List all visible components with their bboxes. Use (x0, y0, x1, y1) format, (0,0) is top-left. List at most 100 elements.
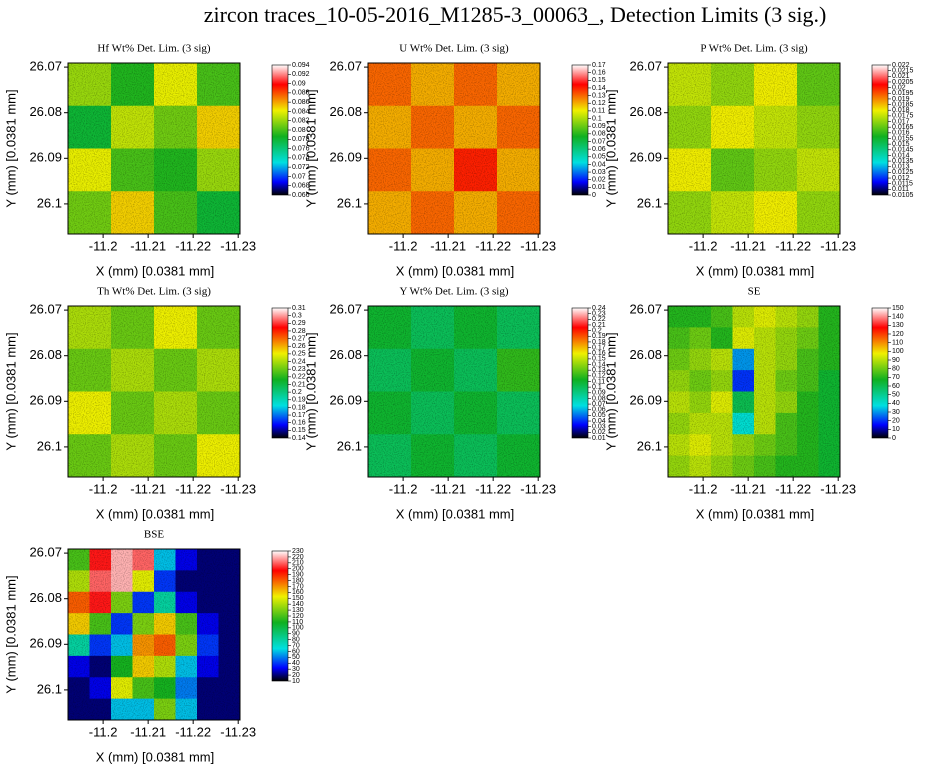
colorbar-tick-label: 50 (892, 392, 900, 399)
colorbar-tick-label: 0.18 (292, 404, 306, 411)
colorbar-tick-label: 0.04 (592, 418, 606, 425)
colorbar-tick-label: 0.01 (592, 435, 606, 442)
colorbar-tick-label: 0.23 (592, 310, 606, 317)
x-tick-label: -11.2 (389, 238, 418, 253)
y-tick-label: 26.1 (37, 681, 62, 696)
colorbar-tick-label: 120 (892, 331, 904, 338)
x-axis-label: X (mm) [0.0381 mm] (396, 263, 514, 278)
colorbar-tick-label: 0.07 (592, 138, 606, 145)
colorbar-tick-label: 0.24 (592, 305, 606, 312)
colorbar-tick-label: 0.27 (292, 335, 306, 342)
colorbar-tick-label: 10 (892, 426, 900, 433)
colorbar-tick-label: 0.15 (592, 356, 606, 363)
x-axis-label: X (mm) [0.0381 mm] (696, 506, 814, 521)
y-tick-label: 26.08 (329, 104, 362, 119)
colorbar-tick-label: 170 (292, 583, 304, 590)
colorbar-tick-label: 0.09 (592, 123, 606, 130)
x-axis-label: X (mm) [0.0381 mm] (96, 749, 214, 764)
colorbar-tick-label: 0.017 (892, 118, 910, 125)
x-tick-label: -11.21 (430, 238, 466, 253)
colorbar-tick-label: 190 (292, 571, 304, 578)
colorbar-tick-label: 60 (892, 383, 900, 390)
x-tick-label: -11.23 (820, 481, 856, 496)
panel: P Wt% Det. Lim. (3 sig) -11.2 -11.21 -11.22… (603, 43, 913, 279)
x-tick-label: -11.2 (89, 481, 118, 496)
x-tick-label: -11.2 (89, 238, 118, 253)
colorbar-tick-label: 100 (892, 348, 904, 355)
colorbar-tick-label: 80 (892, 366, 900, 373)
colorbar-tick-label: 0.0115 (892, 181, 913, 188)
y-tick-label: 26.07 (629, 59, 662, 74)
colorbar-tick-label: 0.022 (892, 62, 910, 69)
colorbar-tick-label: 0.28 (292, 328, 306, 335)
colorbar-tick-label: 0.0195 (892, 90, 914, 97)
colorbar-tick-label: 0.2 (292, 389, 302, 396)
colorbar-tick-label: 0.04 (592, 161, 606, 168)
colorbar-tick-label: 0.086 (292, 99, 310, 106)
colorbar-tick-label: 100 (292, 625, 304, 632)
colorbar-tick-label: 0.16 (592, 69, 606, 76)
panel-title: U Wt% Det. Lim. (3 sig) (399, 43, 509, 55)
colorbar-tick-label: 0.0175 (892, 113, 914, 120)
colorbar-tick-label: 30 (892, 409, 900, 416)
x-tick-label: -11.2 (689, 481, 718, 496)
panel: SE -11.2 -11.21 -11.22 -11.23 26.07 26.08 26.09… (603, 286, 903, 522)
plot-frame (67, 62, 241, 235)
colorbar-tick-label: 90 (892, 357, 900, 364)
y-tick-label: 26.08 (629, 347, 662, 362)
x-tick-label: -11.21 (130, 238, 166, 253)
grain (68, 63, 240, 234)
colorbar-tick-label: 0.076 (292, 145, 310, 152)
y-axis-label: Y (mm) [0.0381 mm] (603, 89, 618, 207)
y-tick-label: 26.08 (629, 104, 662, 119)
colorbar-tick-label: 230 (292, 548, 304, 555)
panel: BSE -11.2 -11.21 -11.22 -11.23 26.07 26.08 26.0… (3, 529, 303, 765)
colorbar-tick-label: 0.11 (592, 378, 605, 385)
colorbar-tick-label: 50 (292, 654, 300, 661)
colorbar-tick-label: 0.021 (892, 73, 910, 80)
colorbar-tick-label: 0.02 (892, 84, 906, 91)
colorbar-tick-label: 0.2 (592, 327, 602, 334)
x-tick-label: -11.23 (220, 724, 256, 739)
colorbar-tick-label: 0 (592, 192, 596, 199)
colorbar-tick-label: 220 (292, 554, 304, 561)
colorbar-tick-label: 20 (892, 418, 900, 425)
y-tick-label: 26.09 (629, 150, 662, 165)
colorbar-tick-label: 0.09 (292, 80, 306, 87)
panel: Y Wt% Det. Lim. (3 sig) -11.2 -11.21 -11.22… (303, 286, 605, 522)
y-axis-label: Y (mm) [0.0381 mm] (603, 332, 618, 450)
colorbar-tick-label: 0.019 (892, 96, 910, 103)
colorbar-tick-label: 0.084 (292, 108, 310, 115)
colorbar-tick-label: 0.07 (292, 173, 306, 180)
colorbar (271, 550, 289, 682)
colorbar-tick-label: 10 (292, 678, 300, 685)
colorbar-tick-label: 30 (292, 666, 300, 673)
x-tick-label: -11.23 (820, 238, 856, 253)
x-tick-label: -11.23 (520, 481, 556, 496)
colorbar-tick-label: 210 (292, 560, 304, 567)
y-tick-label: 26.08 (329, 347, 362, 362)
x-tick-label: -11.23 (520, 238, 556, 253)
colorbar-tick-label: 0.08 (292, 127, 306, 134)
colorbar-tick-label: 0.06 (592, 146, 606, 153)
panel-title: P Wt% Det. Lim. (3 sig) (700, 43, 808, 55)
colorbar-tick-label: 0.015 (892, 141, 910, 148)
colorbar-tick-label: 40 (292, 660, 300, 667)
colorbar-tick-label: 0.19 (292, 397, 306, 404)
grain (668, 306, 840, 477)
y-tick-label: 26.07 (329, 302, 362, 317)
colorbar-tick-label: 0.094 (292, 62, 310, 69)
x-axis-label: X (mm) [0.0381 mm] (96, 263, 214, 278)
colorbar-tick-label: 120 (292, 613, 304, 620)
colorbar-tick-label: 0.03 (592, 169, 606, 176)
colorbar-tick-label: 0.14 (592, 85, 606, 92)
grain (368, 63, 540, 234)
x-tick-label: -11.22 (775, 238, 811, 253)
colorbar-tick-label: 0.15 (592, 77, 606, 84)
x-axis-label: X (mm) [0.0381 mm] (396, 506, 514, 521)
y-tick-label: 26.07 (629, 302, 662, 317)
colorbar-tick-label: 80 (292, 636, 300, 643)
colorbar (271, 64, 289, 196)
colorbar-tick-label: 0.018 (892, 107, 910, 114)
colorbar-tick-label: 0.013 (892, 164, 910, 171)
